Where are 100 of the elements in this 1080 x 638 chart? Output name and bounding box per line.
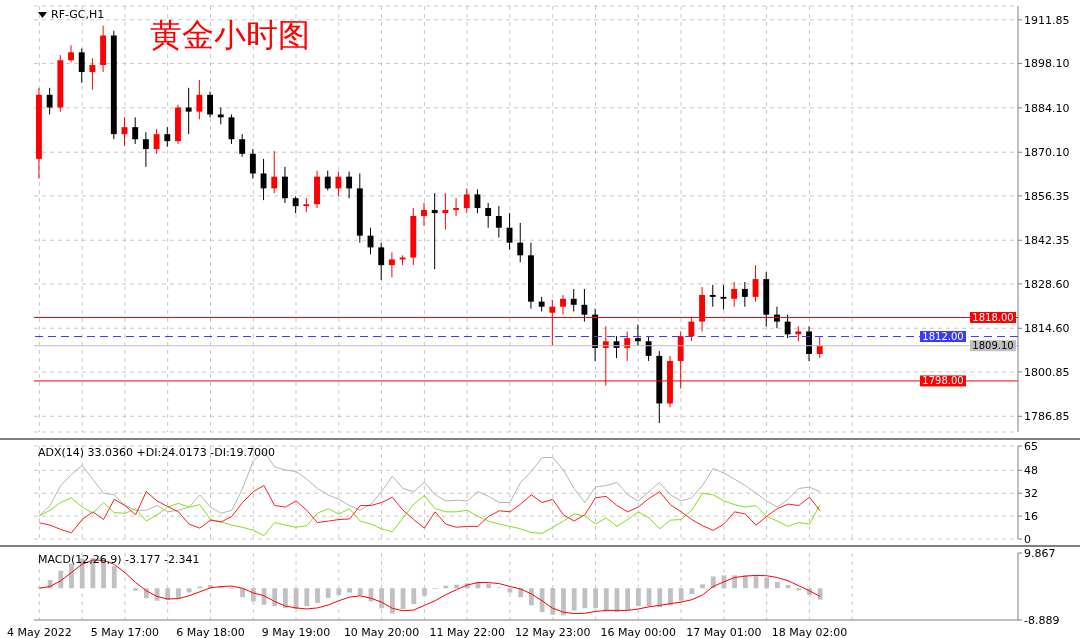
candlestick <box>731 281 738 308</box>
candlestick <box>185 87 192 135</box>
candlestick <box>421 202 427 227</box>
y-tick-label: 1870.10 <box>1024 146 1070 160</box>
candlestick <box>46 87 53 115</box>
y-tick-label: 32 <box>1024 487 1038 501</box>
candlestick <box>89 57 96 91</box>
x-tick-label: 4 May 2022 <box>6 625 72 638</box>
y-tick-label: 1842.35 <box>1024 234 1070 248</box>
candlestick <box>720 284 727 311</box>
bar <box>347 588 352 593</box>
x-tick-label: 18 May 02:00 <box>771 625 848 638</box>
bar <box>561 588 566 616</box>
ref-line-label: 1818.00 <box>972 311 1014 323</box>
chart-subtitle: RF-GC,H1 <box>51 8 105 21</box>
candlestick <box>78 48 85 84</box>
bar <box>176 588 181 599</box>
candlestick <box>239 133 246 158</box>
bar <box>775 581 780 589</box>
bar <box>389 588 395 614</box>
candlestick <box>68 44 74 63</box>
bar <box>657 588 663 608</box>
candlestick <box>249 148 256 180</box>
bar <box>603 588 609 612</box>
candlestick <box>570 288 577 312</box>
y-tick-label: 9.867 <box>1024 546 1056 560</box>
bar <box>357 588 363 596</box>
x-tick-label: 5 May 17:00 <box>90 625 160 638</box>
bar <box>486 583 492 589</box>
line-series <box>38 492 821 537</box>
x-tick-label: 10 May 20:00 <box>343 625 420 638</box>
y-tick-label: -8.889 <box>1024 613 1060 627</box>
x-tick-label: 9 May 19:00 <box>261 625 331 638</box>
ref-line-label: 1798.00 <box>922 375 964 387</box>
y-tick-label: 1856.35 <box>1024 189 1070 203</box>
candlestick <box>271 150 278 194</box>
line-series <box>38 484 821 534</box>
candlestick <box>560 294 566 316</box>
candlestick <box>324 170 331 191</box>
y-tick-label: 1800.85 <box>1024 365 1070 379</box>
candlestick <box>741 281 748 308</box>
chart-title: MACD(12,26,9) -3.177 -2.341 <box>38 553 200 566</box>
bar <box>325 588 331 598</box>
ref-line-label: 1812.00 <box>922 331 964 343</box>
bar <box>689 588 695 594</box>
x-tick-label: 12 May 23:00 <box>515 625 591 638</box>
bar <box>272 588 278 607</box>
x-tick-label: 17 May 01:00 <box>686 625 762 638</box>
bar <box>411 588 417 604</box>
candlestick <box>485 202 492 229</box>
candlestick <box>709 284 716 308</box>
bar <box>304 588 310 607</box>
candlestick <box>196 79 203 120</box>
candlestick <box>806 325 812 362</box>
bar <box>785 585 791 589</box>
candlestick <box>431 192 438 270</box>
candlestick <box>634 323 641 347</box>
y-tick-label: 48 <box>1024 464 1038 478</box>
y-tick-label: 65 <box>1024 439 1038 453</box>
bar <box>69 563 74 589</box>
candlestick <box>388 251 395 278</box>
x-tick-label: 16 May 00:00 <box>600 625 677 638</box>
bar <box>315 588 320 603</box>
bar <box>539 588 545 613</box>
y-tick-label: 0 <box>1024 532 1031 546</box>
candlestick <box>164 126 171 148</box>
bar <box>529 588 534 606</box>
candlestick <box>495 205 502 239</box>
line-series <box>38 450 821 517</box>
candlestick <box>378 242 385 281</box>
candlestick <box>282 166 288 204</box>
chart-title: 黄金小时图 <box>150 15 310 56</box>
y-tick-label: 1884.10 <box>1024 101 1070 115</box>
bar <box>133 588 139 591</box>
candlestick <box>132 116 139 145</box>
candlestick <box>624 330 631 362</box>
bar <box>186 588 192 593</box>
bar <box>625 588 631 611</box>
chart-title: ADX(14) 33.0360 +DI:24.0173 -DI:19.7000 <box>38 446 276 459</box>
bar <box>817 588 823 600</box>
candlestick <box>453 197 460 217</box>
candlestick <box>442 192 449 231</box>
candlestick <box>335 171 342 197</box>
candlestick <box>207 91 214 118</box>
candlestick <box>346 171 353 199</box>
y-tick-label: 16 <box>1024 510 1038 524</box>
candlestick <box>517 222 524 263</box>
x-tick-label: 11 May 22:00 <box>429 625 505 638</box>
candlestick <box>153 128 160 155</box>
candlestick <box>816 335 823 359</box>
bar <box>571 588 577 611</box>
bar <box>582 588 588 609</box>
bar <box>732 575 738 589</box>
candlestick <box>142 131 149 168</box>
y-tick-label: 1814.60 <box>1024 322 1070 336</box>
bar <box>283 588 288 608</box>
y-tick-label: 1828.60 <box>1024 277 1070 291</box>
candlestick <box>463 187 470 214</box>
candlestick <box>645 335 652 362</box>
y-tick-label: 1786.85 <box>1024 410 1070 424</box>
